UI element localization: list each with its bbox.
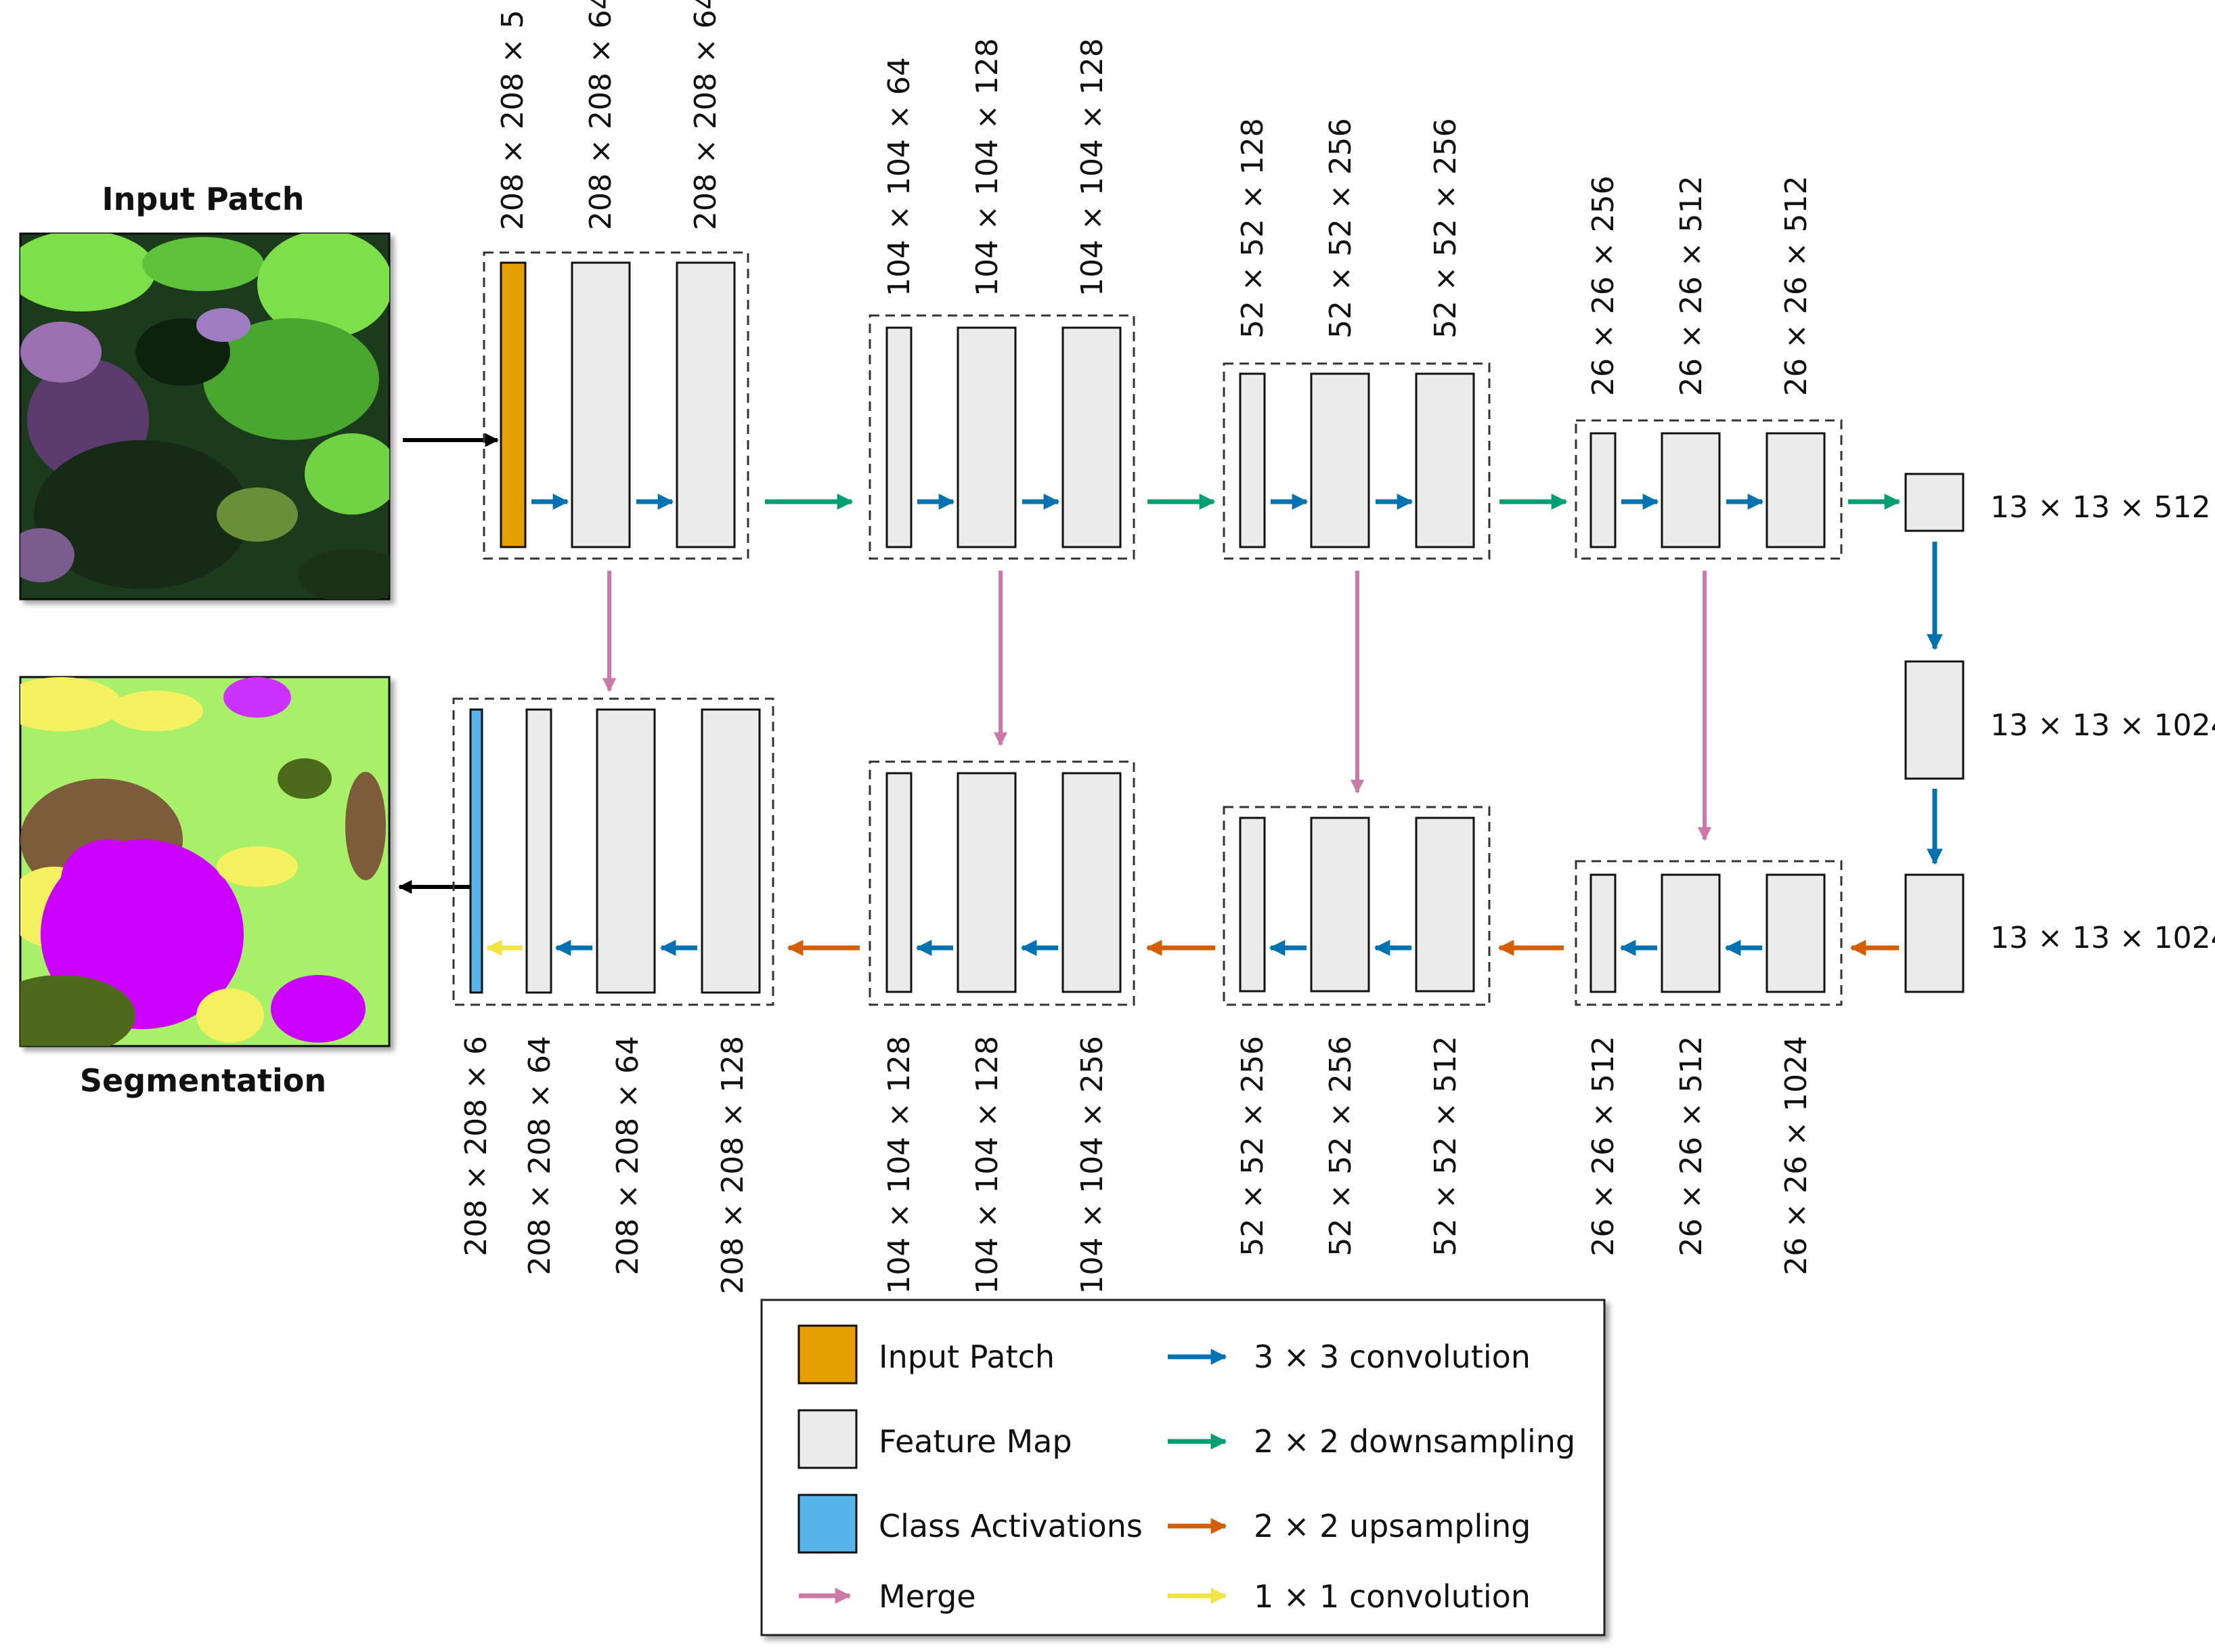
input-patch-map: [500, 261, 527, 548]
enc3-dim-1: 52 × 52 × 128: [1235, 118, 1270, 339]
dec4-dim-3: 26 × 26 × 1024: [1779, 1036, 1814, 1276]
input-patch-title: Input Patch: [102, 181, 304, 217]
dec1-dim-2: 208 × 208 × 64: [523, 1036, 557, 1276]
bottleneck-dim-3: 13 × 13 × 1024: [1990, 921, 2215, 955]
feature-map: [1589, 432, 1617, 548]
legend-input-swatch: [797, 1324, 858, 1385]
dec4-dim-2: 26 × 26 × 512: [1674, 1036, 1709, 1257]
enc1-dim-3: 208 × 208 × 64: [688, 0, 723, 230]
bottleneck-map-1: [1904, 473, 1965, 532]
legend-conv3x3: 3 × 3 convolution: [1254, 1339, 1531, 1375]
enc1-dim-1: 208 × 208 × 5: [496, 9, 530, 230]
feature-map: [525, 708, 552, 994]
legend-feature-swatch: [797, 1409, 858, 1469]
decoder-block-4: [1575, 860, 1843, 1006]
enc2-dim-3: 104 × 104 × 128: [1075, 38, 1110, 297]
enc4-dim-1: 26 × 26 × 256: [1586, 175, 1621, 396]
legend-conv1x1: 1 × 1 convolution: [1254, 1578, 1531, 1615]
feature-map: [1310, 817, 1370, 993]
feature-map: [885, 326, 913, 548]
bottleneck-dim-1: 13 × 13 × 512: [1990, 490, 2211, 525]
feature-map: [1766, 873, 1826, 993]
feature-map: [596, 708, 656, 994]
enc2-dim-2: 104 × 104 × 128: [970, 38, 1005, 297]
feature-map: [676, 261, 736, 548]
legend-merge: Merge: [879, 1578, 976, 1615]
enc4-dim-3: 26 × 26 × 512: [1779, 175, 1814, 396]
dec1-dim-3: 208 × 208 × 64: [611, 1036, 645, 1276]
dec1-dim-4: 208 × 208 × 128: [716, 1036, 750, 1295]
class-activations-map: [469, 708, 483, 994]
enc1-dim-2: 208 × 208 × 64: [584, 0, 618, 230]
bottleneck-map-3: [1904, 873, 1965, 993]
enc4-dim-2: 26 × 26 × 512: [1674, 175, 1709, 396]
feature-map: [1061, 772, 1122, 993]
encoder-block-3: [1223, 362, 1491, 560]
dec4-dim-1: 26 × 26 × 512: [1586, 1036, 1621, 1257]
enc2-dim-1: 104 × 104 × 64: [882, 57, 917, 297]
feature-map: [1239, 372, 1266, 548]
bottleneck-dim-2: 13 × 13 × 1024: [1990, 708, 2215, 743]
feature-map: [1766, 432, 1826, 548]
dec1-dim-1: 208 × 208 × 6: [459, 1036, 494, 1257]
dec2-dim-3: 104 × 104 × 256: [1075, 1036, 1110, 1295]
encoder-block-1: [483, 251, 749, 560]
feature-map: [1661, 432, 1721, 548]
decoder-block-2: [869, 760, 1135, 1006]
legend: Input Patch Feature Map Class Activation…: [760, 1299, 1606, 1636]
dec2-dim-2: 104 × 104 × 128: [970, 1036, 1005, 1295]
encoder-block-4: [1575, 419, 1843, 560]
legend-upsample: 2 × 2 upsampling: [1254, 1508, 1531, 1544]
decoder-block-3: [1223, 806, 1491, 1006]
segmentation-title: Segmentation: [80, 1062, 326, 1099]
legend-class-swatch: [797, 1494, 858, 1554]
legend-class-activations: Class Activations: [879, 1508, 1143, 1544]
legend-input-patch: Input Patch: [879, 1339, 1055, 1375]
feature-map: [1415, 817, 1475, 993]
dec3-dim-3: 52 × 52 × 512: [1428, 1036, 1463, 1257]
segmentation-image: [19, 676, 391, 1047]
bottleneck-map-2: [1904, 660, 1965, 780]
feature-map: [1589, 873, 1617, 993]
feature-map: [957, 326, 1017, 548]
encoder-block-2: [869, 314, 1135, 560]
feature-map: [1310, 372, 1370, 548]
feature-map: [1661, 873, 1721, 993]
legend-downsample: 2 × 2 downsampling: [1254, 1423, 1575, 1460]
dec3-dim-2: 52 × 52 × 256: [1323, 1036, 1358, 1257]
feature-map: [701, 708, 761, 994]
feature-map: [1061, 326, 1122, 548]
feature-map: [885, 772, 913, 993]
feature-map: [957, 772, 1017, 993]
feature-map: [1239, 817, 1266, 993]
enc3-dim-2: 52 × 52 × 256: [1323, 118, 1358, 339]
enc3-dim-3: 52 × 52 × 256: [1428, 118, 1463, 339]
dec2-dim-1: 104 × 104 × 128: [882, 1036, 917, 1295]
input-patch-image: [19, 232, 391, 601]
feature-map: [1415, 372, 1475, 548]
feature-map: [571, 261, 631, 548]
decoder-block-1: [452, 697, 774, 1006]
legend-feature-map: Feature Map: [879, 1423, 1072, 1460]
dec3-dim-1: 52 × 52 × 256: [1235, 1036, 1270, 1257]
